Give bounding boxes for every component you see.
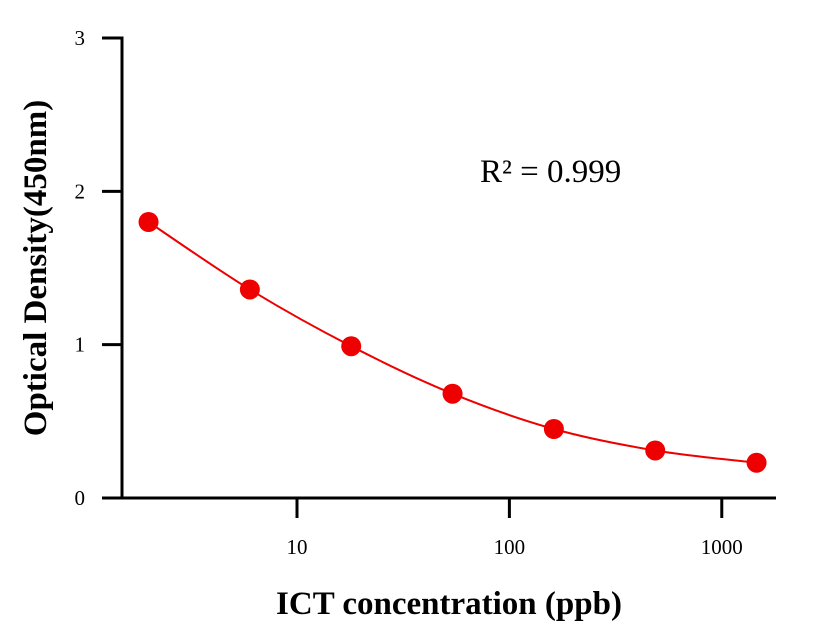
x-axis-title: ICT concentration (ppb): [276, 586, 622, 622]
y-tick-label: 0: [75, 486, 86, 510]
y-tick-label: 1: [75, 333, 86, 357]
data-point: [746, 452, 767, 473]
data-point: [341, 336, 362, 357]
y-tick-label: 2: [75, 179, 86, 203]
r-squared-annotation: R² = 0.999: [480, 154, 621, 190]
fit-curve: [147, 221, 757, 464]
data-point: [543, 419, 564, 439]
y-tick-label: 3: [75, 26, 86, 50]
x-axis: 10 100 1000: [102, 496, 776, 559]
y-axis-title: Optical Density(450nm): [18, 100, 54, 436]
data-point: [645, 440, 666, 461]
data-point: [239, 279, 260, 300]
data-point: [138, 212, 159, 232]
data-point: [442, 383, 463, 404]
y-axis: 0 1 2 3: [75, 26, 124, 510]
series-layer: [138, 212, 767, 473]
x-tick-label: 10: [286, 535, 307, 559]
x-tick-label: 100: [494, 535, 526, 559]
x-tick-label: 1000: [701, 535, 743, 559]
